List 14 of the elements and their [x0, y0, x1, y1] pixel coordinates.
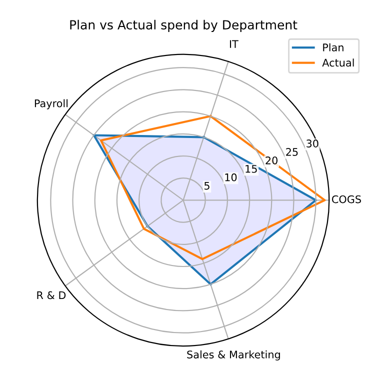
- y-tick-label: 30: [306, 140, 318, 148]
- spoke-label: IT: [230, 40, 238, 48]
- spoke-label: Payroll: [34, 99, 68, 110]
- y-tick-label: 25: [286, 148, 298, 156]
- spoke-label: R & D: [37, 291, 66, 300]
- legend-label: Plan: [323, 43, 344, 52]
- chart-title: Plan vs Actual spend by Department: [70, 20, 298, 32]
- spoke-label: Sales & Marketing: [187, 350, 280, 360]
- y-tick-label: 20: [266, 156, 278, 164]
- y-tick-label: 15: [246, 165, 257, 173]
- y-tick-label: 5: [204, 182, 210, 190]
- spoke-label: COGS: [332, 195, 361, 204]
- legend-label: Actual: [322, 58, 354, 67]
- y-tick-label: 10: [225, 173, 237, 182]
